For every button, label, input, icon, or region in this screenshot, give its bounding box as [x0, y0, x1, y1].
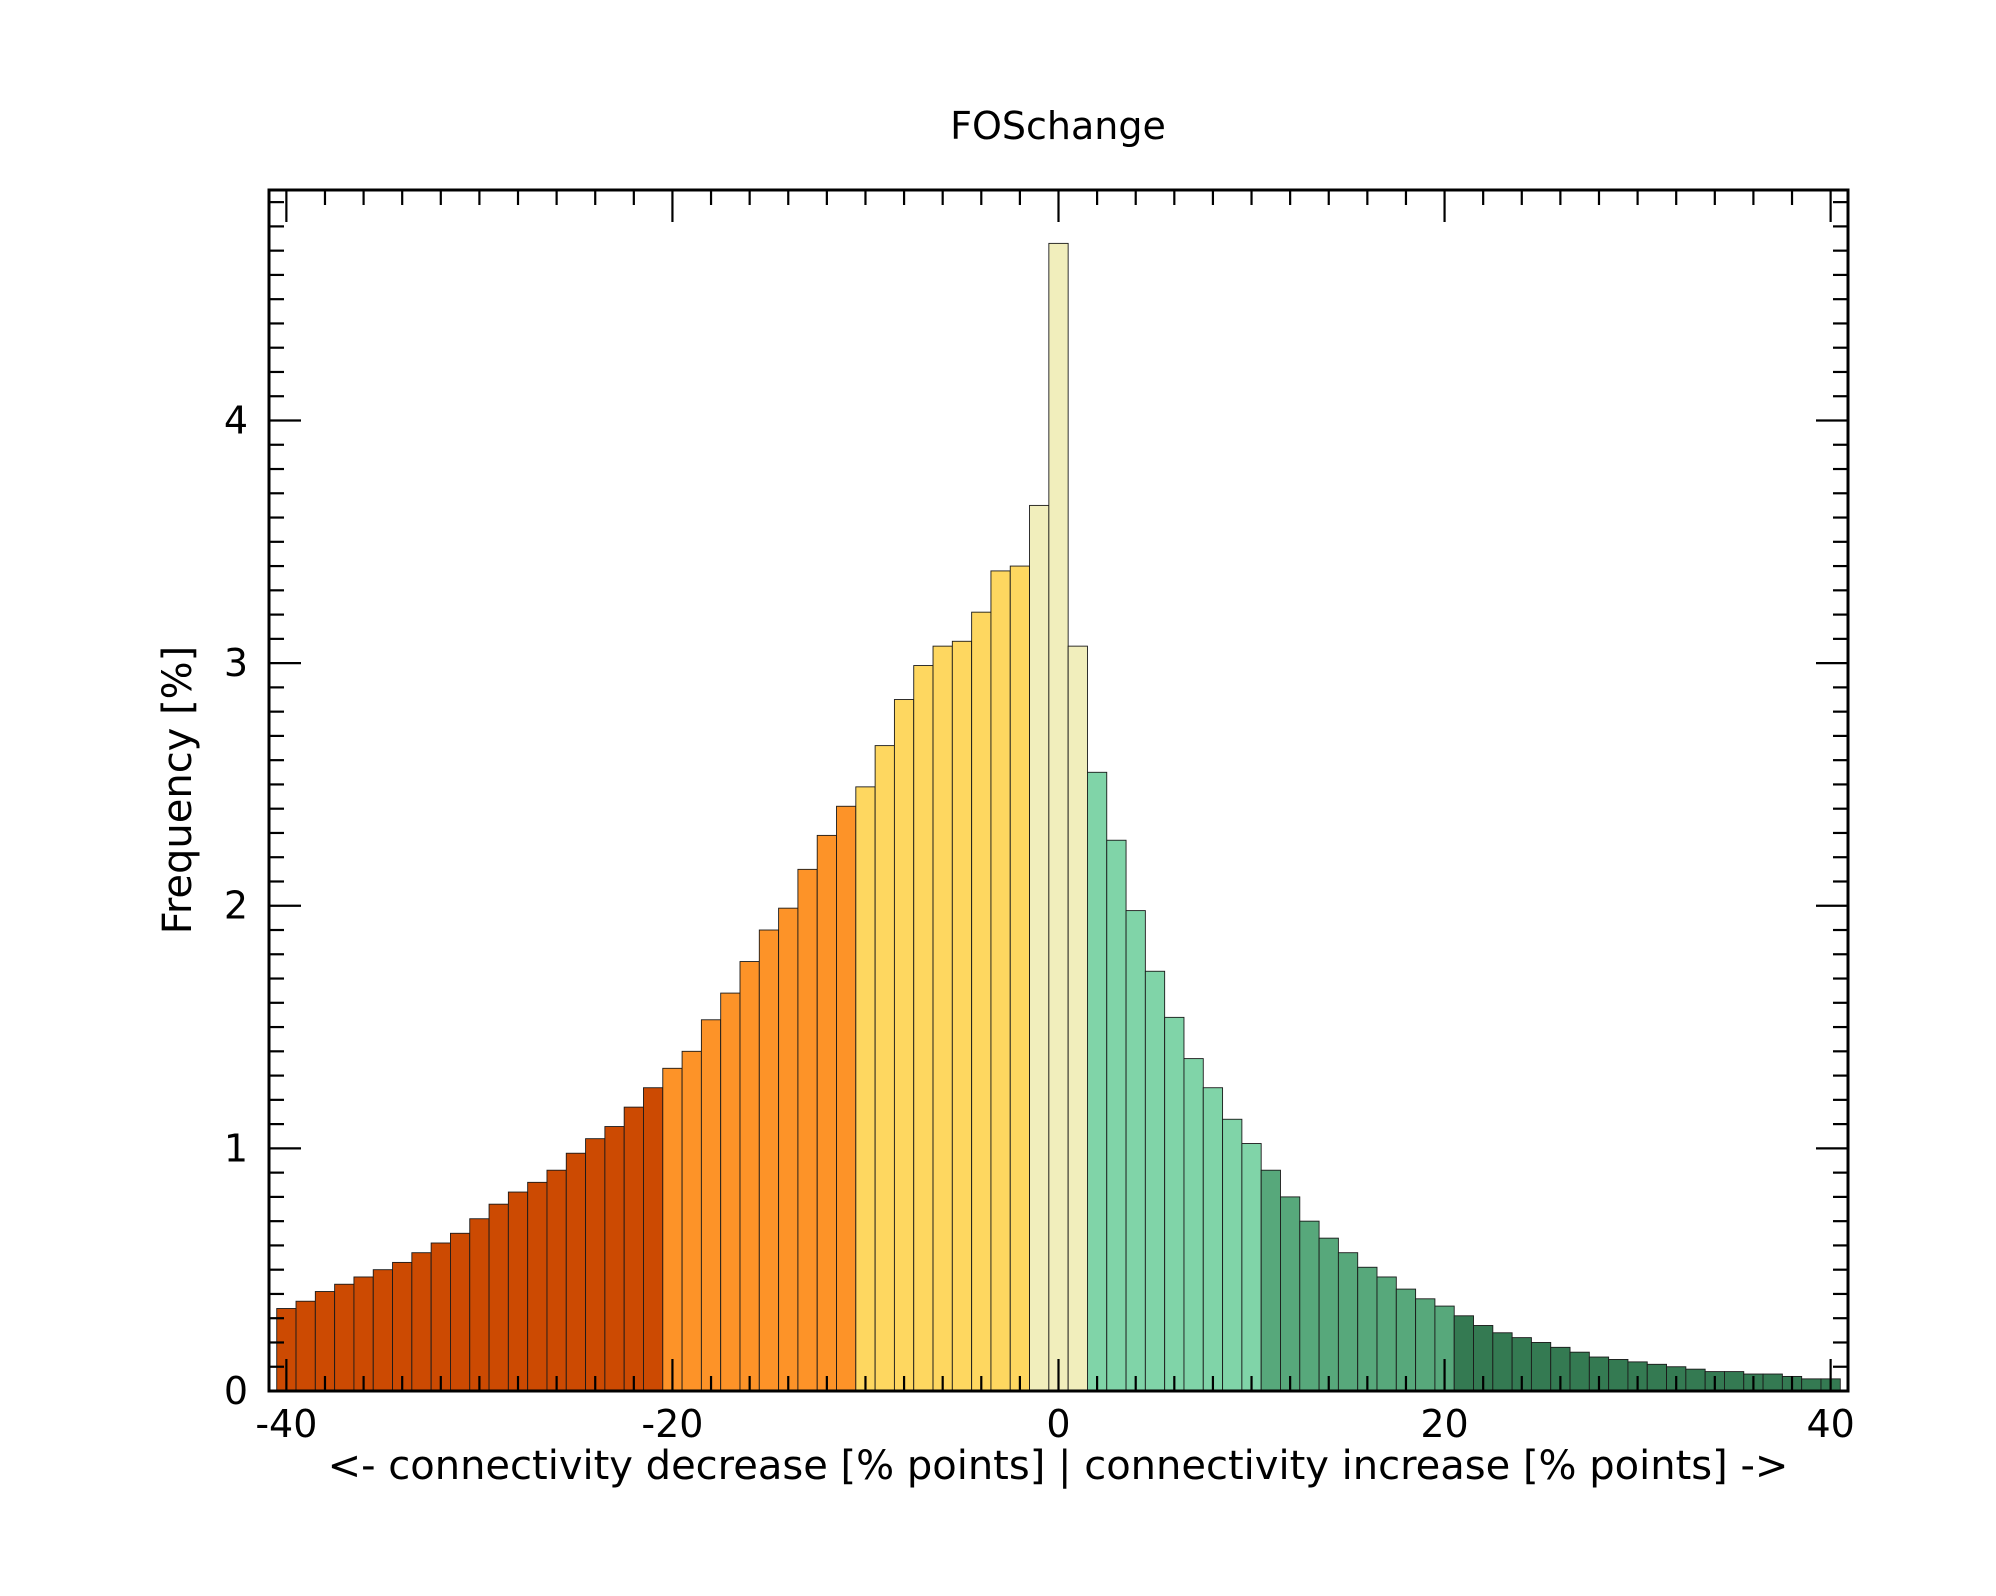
histogram-bar [450, 1232, 471, 1392]
histogram-bar [392, 1261, 413, 1392]
histogram-bar [1164, 1016, 1185, 1392]
histogram-bar [1260, 1169, 1281, 1392]
bars-group [276, 242, 1841, 1392]
histogram-bar [990, 570, 1011, 1392]
histogram-bar [1646, 1363, 1667, 1392]
histogram-bar [1337, 1252, 1359, 1392]
histogram-bar [411, 1252, 432, 1392]
y-tick-label: 2 [224, 884, 248, 928]
histogram-bar [623, 1106, 644, 1392]
histogram-bar [836, 805, 857, 1392]
histogram-bar [527, 1181, 548, 1392]
histogram-bar [1724, 1371, 1745, 1392]
histogram-bar [1569, 1351, 1590, 1392]
histogram-bar [1029, 504, 1050, 1392]
histogram-bar [1530, 1342, 1552, 1392]
histogram-bar [1376, 1276, 1397, 1392]
x-tick-labels: -40 -20 0 20 40 [255, 1402, 1854, 1446]
histogram-bar [1086, 771, 1108, 1392]
histogram-bar [430, 1242, 451, 1392]
histogram-bar [604, 1126, 625, 1392]
y-tick-labels: 0 1 2 3 4 [224, 398, 248, 1413]
histogram-bar [1241, 1143, 1262, 1392]
histogram-bar [681, 1050, 702, 1392]
histogram-bar [1009, 565, 1030, 1392]
histogram-bar [739, 961, 760, 1392]
histogram-bar [758, 929, 780, 1392]
histogram-bar [295, 1300, 316, 1392]
histogram-bar [1395, 1288, 1417, 1392]
histogram-bar [700, 1019, 722, 1392]
x-tick-label: -40 [255, 1402, 317, 1446]
histogram-bar [816, 834, 837, 1392]
histogram-bar [1415, 1298, 1436, 1392]
histogram-bar [1048, 242, 1069, 1392]
histogram-bar [1222, 1118, 1243, 1392]
histogram-bar [1801, 1378, 1822, 1392]
histogram-bar [565, 1152, 587, 1392]
histogram-bar [1357, 1266, 1378, 1392]
histogram-bar [1318, 1237, 1339, 1392]
histogram-bar [1183, 1058, 1204, 1392]
x-tick-label: -20 [641, 1402, 703, 1446]
histogram-bar [507, 1191, 529, 1392]
histogram-bar [1202, 1087, 1224, 1392]
histogram-bar [1453, 1315, 1474, 1392]
histogram-bar [353, 1276, 374, 1392]
y-tick-label: 3 [224, 641, 248, 685]
histogram-bar [874, 745, 895, 1392]
histogram-bar [797, 868, 818, 1392]
histogram-bar [778, 907, 799, 1392]
histogram-bar [546, 1169, 567, 1392]
plot-frame [267, 188, 1850, 1393]
histogram-bar [1125, 910, 1146, 1392]
chart-title: FOSchange [950, 104, 1166, 148]
histogram-bar [932, 645, 953, 1392]
histogram-bar [662, 1067, 683, 1392]
histogram-bar [488, 1203, 509, 1392]
histogram-bar [720, 992, 741, 1392]
y-axis-label: Frequency [%] [155, 646, 201, 935]
histogram-bar [1280, 1196, 1301, 1392]
histogram-bar [1608, 1359, 1629, 1392]
histogram-bar [1685, 1368, 1706, 1392]
histogram-bar [913, 665, 934, 1392]
histogram-bar [585, 1138, 606, 1392]
histogram-bar [855, 786, 876, 1392]
x-tick-label: 40 [1806, 1402, 1854, 1446]
axis-ticks [269, 190, 1848, 1393]
histogram-bar [971, 611, 992, 1392]
histogram-bar [1762, 1373, 1783, 1392]
histogram-bar [372, 1269, 393, 1392]
x-axis-label: <- connectivity decrease [% points] | co… [328, 1443, 1789, 1489]
histogram-bar [1144, 970, 1166, 1392]
y-tick-label: 4 [224, 398, 248, 442]
histogram-bar [643, 1087, 664, 1392]
histogram-bar [1067, 645, 1088, 1392]
y-tick-label: 1 [224, 1126, 248, 1170]
histogram-bar [951, 640, 973, 1392]
histogram-bar [893, 699, 915, 1392]
x-tick-label: 0 [1046, 1402, 1070, 1446]
histogram-bar [1299, 1220, 1320, 1392]
histogram-bar [1106, 839, 1127, 1392]
histogram-bar [469, 1218, 490, 1392]
histogram-bar [334, 1283, 355, 1392]
histogram-bar [1492, 1332, 1513, 1392]
x-tick-label: 20 [1420, 1402, 1468, 1446]
y-tick-label: 0 [224, 1369, 248, 1413]
